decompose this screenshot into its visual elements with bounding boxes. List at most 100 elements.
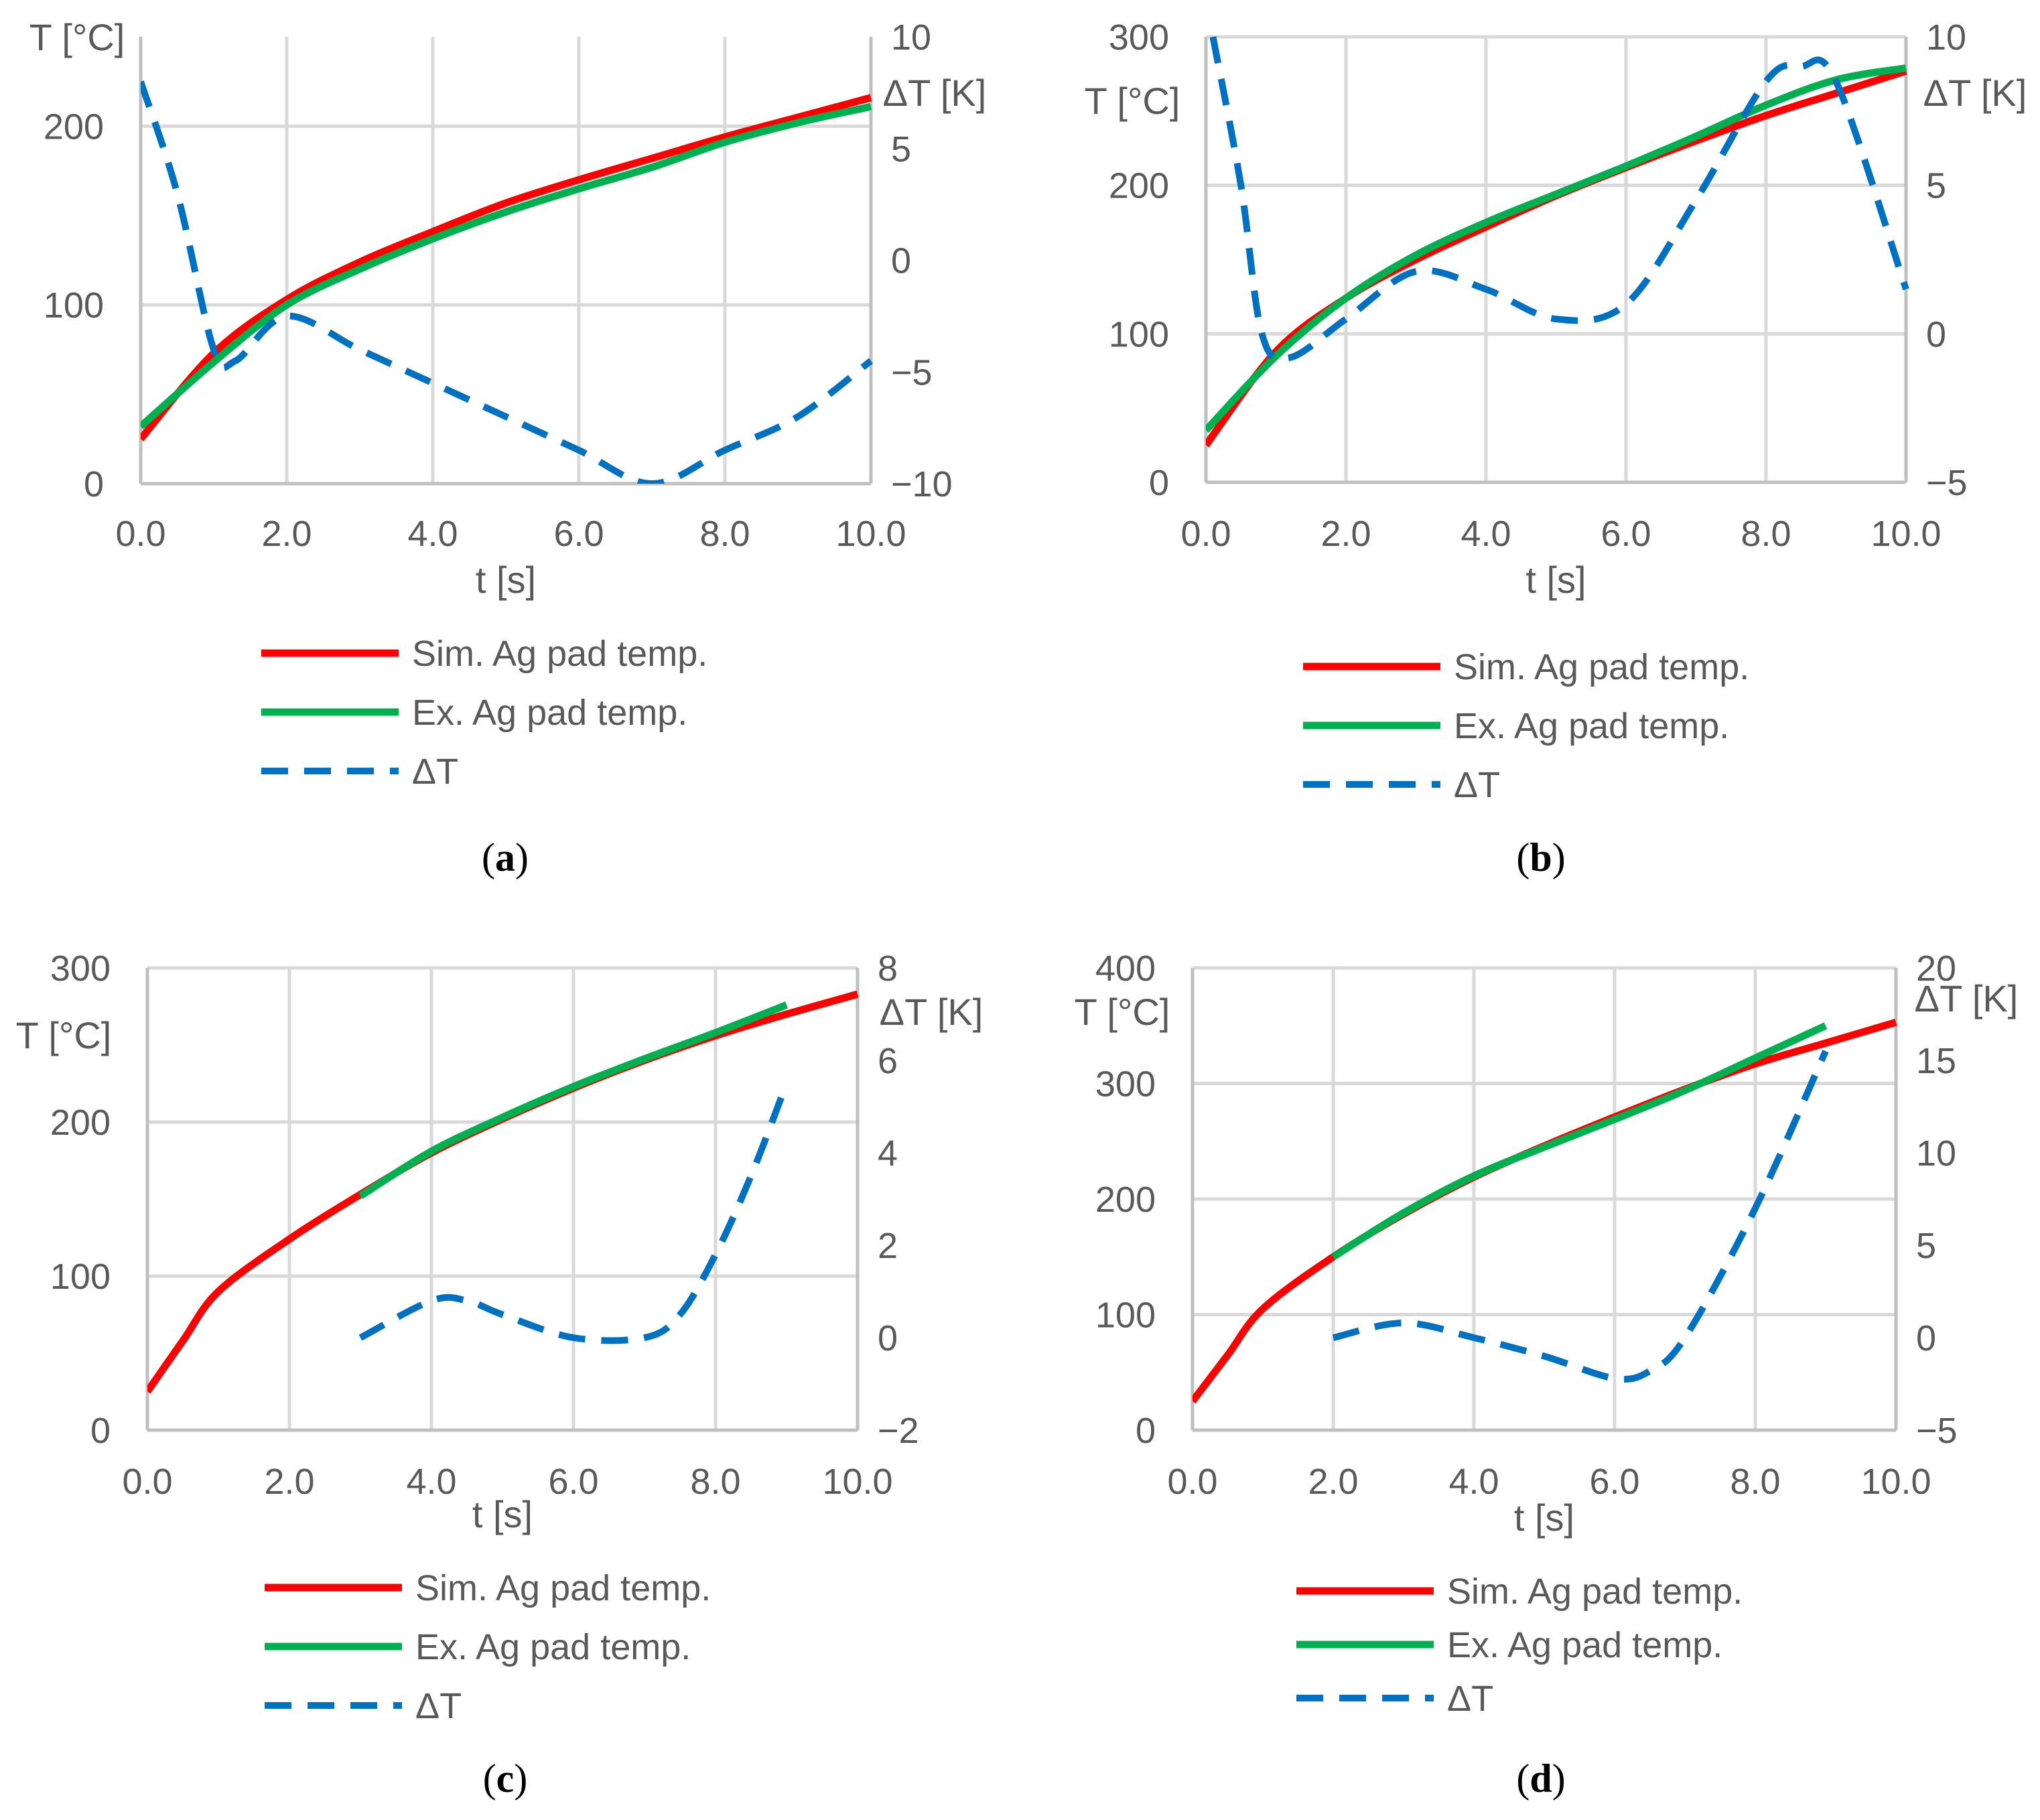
caption-paren: ( bbox=[1516, 835, 1529, 880]
x-tick-label: 8.0 bbox=[699, 514, 750, 554]
chart-panel-c: 0.0 2.0 4.0 6.0 8.0 10.0 0 100 200 300 −2 0 2 4 6 8 T [°… bbox=[16, 949, 983, 1801]
y2-axis-title: ΔT [K] bbox=[880, 991, 983, 1033]
y-tick-label: 200 bbox=[44, 107, 104, 147]
y2-tick-label: 0 bbox=[1916, 1318, 1936, 1358]
y2-tick-label: 10 bbox=[891, 17, 931, 58]
x-tick-label: 10.0 bbox=[835, 514, 906, 554]
y2-axis-title: ΔT [K] bbox=[883, 72, 987, 114]
series-line-sim bbox=[1193, 1018, 1897, 1404]
y2-tick-label: −5 bbox=[891, 352, 933, 393]
legend-label-dt: ΔT bbox=[1454, 765, 1500, 805]
caption-letter: d bbox=[1529, 1756, 1552, 1801]
x-tick-label: 4.0 bbox=[407, 514, 458, 554]
y2-axis-title: ΔT [K] bbox=[1915, 977, 2019, 1020]
y2-axis-title: ΔT [K] bbox=[1923, 72, 2027, 114]
chart-panel-b: 0.0 2.0 4.0 6.0 8.0 10.0 0 100 200 300 −5 0 5 10 T [°C… bbox=[1085, 17, 2027, 880]
y-tick-label: 0 bbox=[84, 464, 104, 504]
y-tick-label: 0 bbox=[1149, 463, 1169, 503]
x-tick-label: 0.0 bbox=[1167, 1462, 1217, 1502]
x-tick-label: 2.0 bbox=[261, 514, 312, 554]
legend-label-ex: Ex. Ag pad temp. bbox=[1454, 706, 1729, 746]
caption-paren: ) bbox=[1552, 835, 1566, 880]
caption-paren: ( bbox=[1516, 1756, 1529, 1801]
caption-letter: a bbox=[495, 835, 515, 880]
x-tick-label: 10.0 bbox=[1860, 1462, 1931, 1502]
x-axis-title: t [s] bbox=[1514, 1496, 1574, 1539]
y2-tick-label: 5 bbox=[1916, 1226, 1936, 1266]
y2-tick-label: 2 bbox=[878, 1226, 898, 1266]
series-line-ex bbox=[1206, 64, 1907, 433]
y2-tick-label: 6 bbox=[878, 1041, 898, 1081]
caption-paren: ( bbox=[483, 1756, 496, 1801]
x-tick-label: 4.0 bbox=[1460, 514, 1511, 554]
legend: Sim. Ag pad temp. Ex. Ag pad temp. ΔT bbox=[1303, 647, 1749, 805]
series-line-dt bbox=[1332, 1050, 1829, 1383]
x-tick-label: 8.0 bbox=[1730, 1462, 1780, 1502]
x-axis-title: t [s] bbox=[1525, 559, 1586, 601]
legend-label-sim: Sim. Ag pad temp. bbox=[1454, 647, 1749, 687]
y2-tick-label: −2 bbox=[878, 1411, 919, 1451]
y2-tick-label: 20 bbox=[1916, 949, 1956, 989]
y-axis-title: T [°C] bbox=[29, 16, 125, 58]
series-line-ex bbox=[358, 1001, 788, 1200]
y-tick-label: 100 bbox=[1095, 1296, 1156, 1336]
x-tick-label: 6.0 bbox=[553, 514, 604, 554]
x-tick-label: 6.0 bbox=[1601, 514, 1651, 554]
y2-tick-label: 5 bbox=[1926, 166, 1946, 206]
x-tick-label: 0.0 bbox=[122, 1462, 172, 1502]
x-tick-label: 0.0 bbox=[1180, 514, 1231, 554]
legend-label-dt: ΔT bbox=[415, 1686, 462, 1726]
x-tick-label: 10.0 bbox=[822, 1462, 892, 1502]
series-line-dt bbox=[358, 1082, 790, 1344]
series-line-ex bbox=[1331, 1022, 1828, 1260]
y2-tick-label: 4 bbox=[878, 1133, 898, 1174]
caption-letter: b bbox=[1529, 835, 1552, 880]
x-tick-label: 10.0 bbox=[1871, 514, 1941, 554]
y2-tick-label: 10 bbox=[1916, 1133, 1956, 1174]
series-line-dt bbox=[141, 80, 874, 484]
y-tick-label: 200 bbox=[50, 1103, 111, 1143]
y-tick-label: 0 bbox=[90, 1411, 111, 1451]
y-tick-label: 300 bbox=[1095, 1064, 1156, 1105]
y2-tick-label: 10 bbox=[1926, 17, 1966, 58]
x-tick-label: 2.0 bbox=[1320, 514, 1371, 554]
x-tick-label: 4.0 bbox=[406, 1462, 456, 1502]
series-line-ex bbox=[141, 102, 872, 429]
caption-paren: ) bbox=[515, 835, 529, 880]
chart-panel-d: 0.0 2.0 4.0 6.0 8.0 10.0 0 100 200 300 400 −5 0 5 10 15… bbox=[1075, 949, 2019, 1801]
legend-label-ex: Ex. Ag pad temp. bbox=[1447, 1625, 1722, 1665]
y2-tick-label: 0 bbox=[1926, 314, 1946, 354]
y2-tick-label: 8 bbox=[878, 949, 898, 989]
y2-tick-label: 15 bbox=[1916, 1041, 1956, 1081]
y-axis-title: T [°C] bbox=[16, 1014, 112, 1056]
y-tick-label: 400 bbox=[1095, 949, 1156, 989]
legend-label-sim: Sim. Ag pad temp. bbox=[1447, 1571, 1743, 1612]
caption-paren: ( bbox=[482, 835, 495, 880]
series-line-sim bbox=[147, 990, 859, 1394]
caption-paren: ) bbox=[514, 1756, 527, 1801]
legend-label-dt: ΔT bbox=[1447, 1679, 1493, 1719]
series-line-sim bbox=[1206, 67, 1907, 447]
y2-tick-label: −5 bbox=[1916, 1411, 1958, 1451]
series-line-sim bbox=[141, 94, 872, 441]
y-tick-label: 200 bbox=[1109, 166, 1169, 206]
y2-tick-label: 0 bbox=[891, 241, 911, 281]
x-axis-title: t [s] bbox=[476, 559, 536, 601]
x-tick-label: 8.0 bbox=[690, 1462, 740, 1502]
series-line-dt bbox=[1209, 36, 1909, 362]
panel-caption: (b) bbox=[1516, 835, 1565, 880]
panel-caption: (a) bbox=[482, 835, 529, 880]
y2-tick-label: −5 bbox=[1926, 463, 1968, 503]
caption-paren: ) bbox=[1552, 1756, 1566, 1801]
y-tick-label: 100 bbox=[50, 1257, 111, 1297]
legend: Sim. Ag pad temp. Ex. Ag pad temp. ΔT bbox=[1296, 1571, 1743, 1719]
legend-label-sim: Sim. Ag pad temp. bbox=[415, 1568, 711, 1608]
y-axis-title: T [°C] bbox=[1075, 991, 1170, 1033]
x-tick-label: 2.0 bbox=[1308, 1462, 1358, 1502]
y-tick-label: 200 bbox=[1095, 1180, 1156, 1220]
x-tick-label: 0.0 bbox=[115, 514, 165, 554]
x-tick-label: 6.0 bbox=[548, 1462, 598, 1502]
legend: Sim. Ag pad temp. Ex. Ag pad temp. ΔT bbox=[265, 1568, 711, 1726]
y-axis-title: T [°C] bbox=[1085, 80, 1180, 122]
y2-tick-label: −10 bbox=[891, 464, 953, 504]
